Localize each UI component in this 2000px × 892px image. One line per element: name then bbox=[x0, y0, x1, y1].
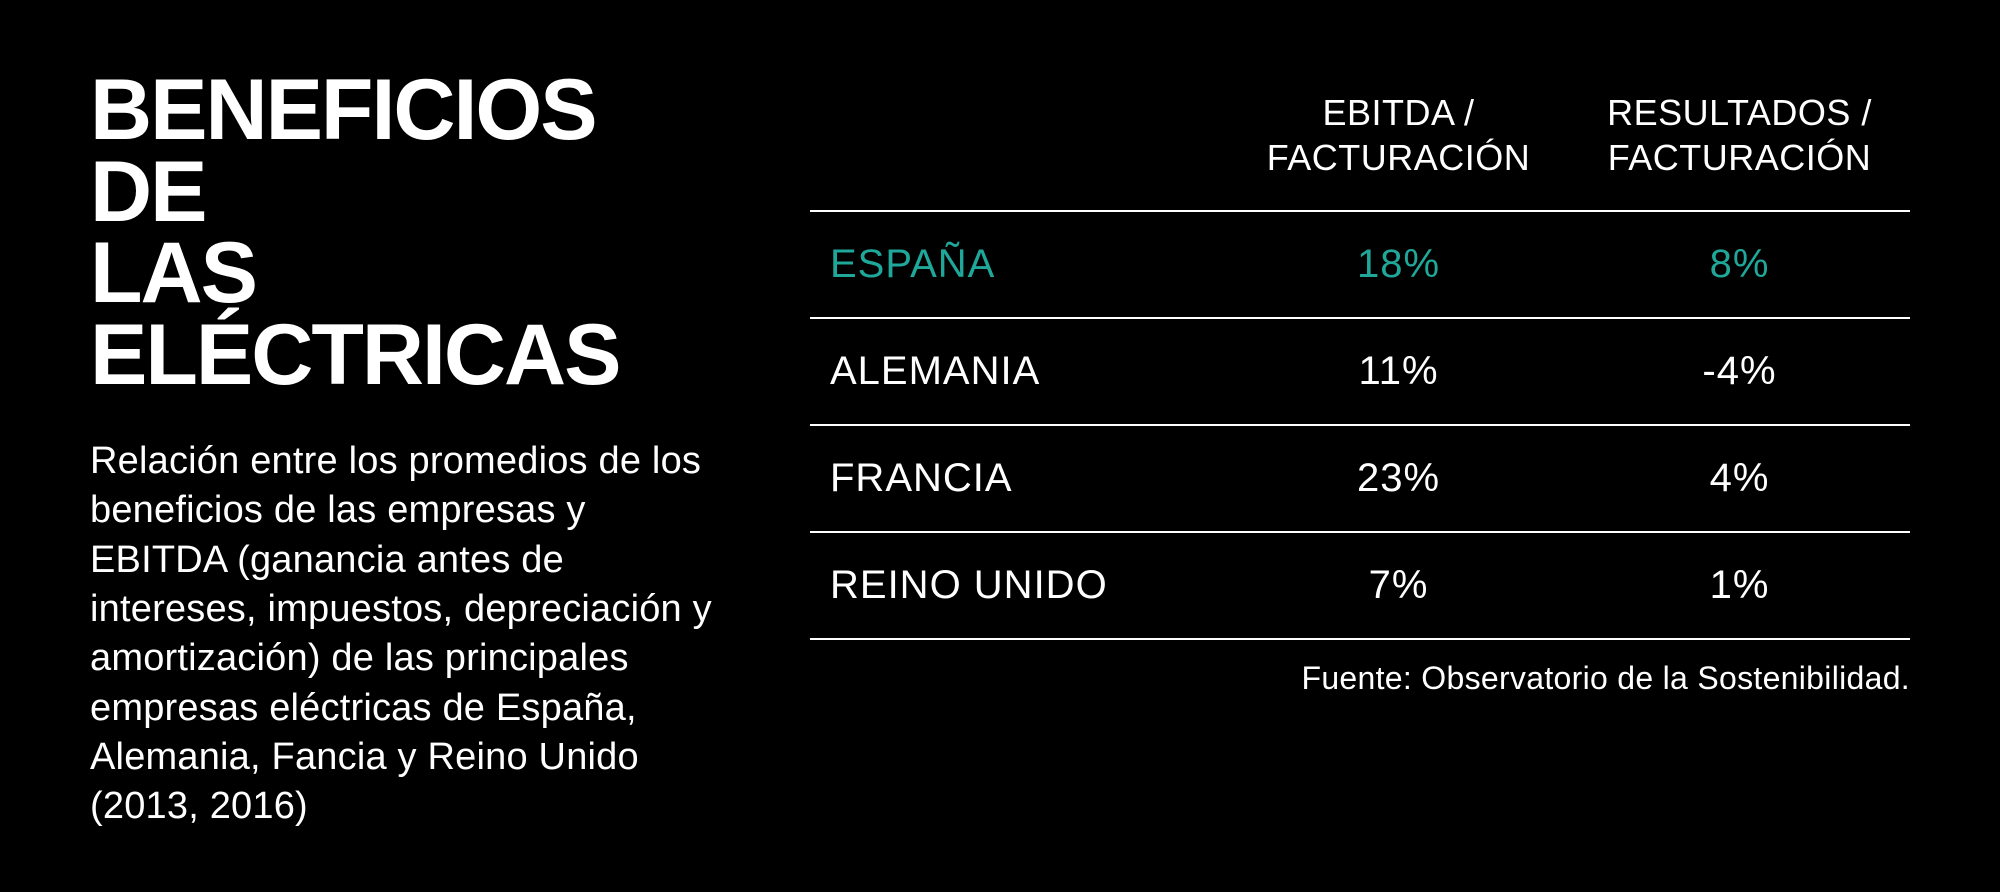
description-text: Relación entre los promedios de los bene… bbox=[90, 437, 730, 832]
cell-ebitda: 7% bbox=[1228, 532, 1569, 639]
table-row: FRANCIA 23% 4% bbox=[810, 425, 1910, 532]
cell-country: ALEMANIA bbox=[810, 318, 1228, 425]
title-line-2: LAS ELÉCTRICAS bbox=[90, 225, 619, 403]
cell-country: REINO UNIDO bbox=[810, 532, 1228, 639]
source-text: Fuente: Observatorio de la Sostenibilida… bbox=[810, 660, 1910, 697]
cell-ebitda: 23% bbox=[1228, 425, 1569, 532]
title-line-1: BENEFICIOS DE bbox=[90, 62, 596, 240]
cell-country: FRANCIA bbox=[810, 425, 1228, 532]
cell-resultados: -4% bbox=[1569, 318, 1910, 425]
header-country bbox=[810, 80, 1228, 211]
cell-country: ESPAÑA bbox=[810, 211, 1228, 318]
right-panel: EBITDA / FACTURACIÓN RESULTADOS / FACTUR… bbox=[810, 70, 1910, 842]
table-row: REINO UNIDO 7% 1% bbox=[810, 532, 1910, 639]
infographic-container: BENEFICIOS DE LAS ELÉCTRICAS Relación en… bbox=[0, 0, 2000, 892]
cell-ebitda: 11% bbox=[1228, 318, 1569, 425]
main-title: BENEFICIOS DE LAS ELÉCTRICAS bbox=[90, 70, 730, 397]
table-body: ESPAÑA 18% 8% ALEMANIA 11% -4% FRANCIA 2… bbox=[810, 211, 1910, 639]
cell-resultados: 8% bbox=[1569, 211, 1910, 318]
cell-resultados: 1% bbox=[1569, 532, 1910, 639]
data-table: EBITDA / FACTURACIÓN RESULTADOS / FACTUR… bbox=[810, 80, 1910, 640]
header-resultados: RESULTADOS / FACTURACIÓN bbox=[1569, 80, 1910, 211]
table-header-row: EBITDA / FACTURACIÓN RESULTADOS / FACTUR… bbox=[810, 80, 1910, 211]
left-panel: BENEFICIOS DE LAS ELÉCTRICAS Relación en… bbox=[90, 70, 730, 842]
cell-resultados: 4% bbox=[1569, 425, 1910, 532]
table-row: ESPAÑA 18% 8% bbox=[810, 211, 1910, 318]
header-ebitda: EBITDA / FACTURACIÓN bbox=[1228, 80, 1569, 211]
cell-ebitda: 18% bbox=[1228, 211, 1569, 318]
table-row: ALEMANIA 11% -4% bbox=[810, 318, 1910, 425]
